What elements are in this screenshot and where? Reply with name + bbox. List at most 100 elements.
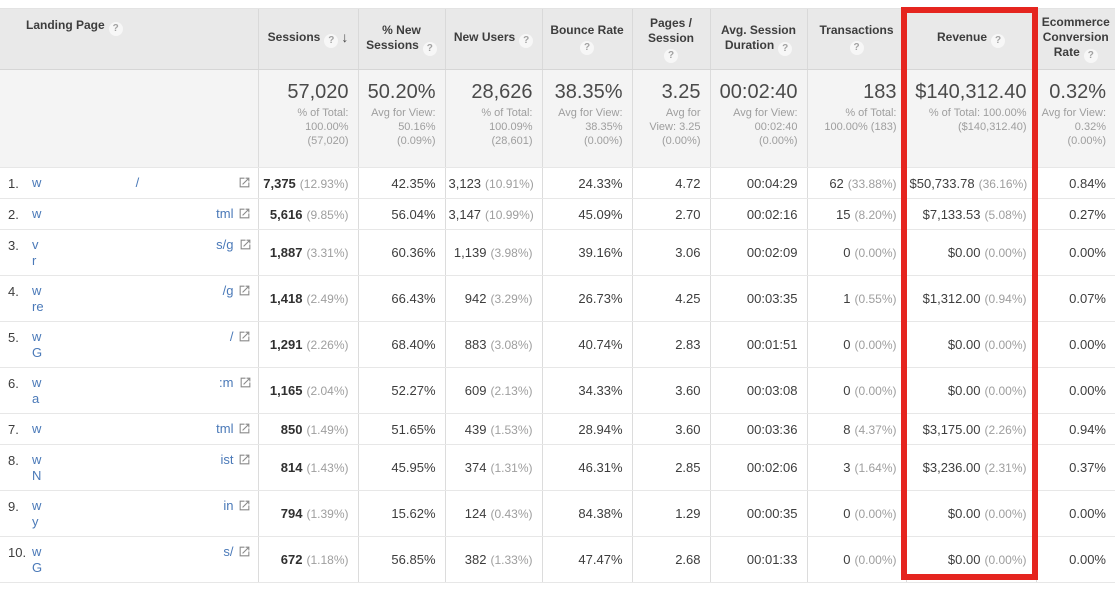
landing-page-link-line2[interactable]: G bbox=[32, 560, 43, 575]
column-label-new-users: New Users bbox=[453, 30, 516, 44]
help-icon[interactable]: ? bbox=[664, 48, 678, 63]
landing-page-link[interactable]: v bbox=[32, 237, 39, 252]
help-icon[interactable]: ? bbox=[991, 34, 1006, 48]
landing-page-link-fragment[interactable]: / bbox=[135, 175, 140, 190]
new-users-percent: (0.43%) bbox=[490, 507, 533, 521]
new-users-percent: (3.29%) bbox=[490, 292, 533, 306]
open-in-new-icon[interactable] bbox=[238, 207, 251, 220]
transactions-value: 1 bbox=[843, 291, 851, 306]
column-label-sessions: Sessions bbox=[267, 30, 321, 44]
open-in-new-icon[interactable] bbox=[238, 453, 251, 466]
landing-page-link-fragment[interactable]: ist bbox=[220, 452, 234, 467]
sessions-value: 814 bbox=[280, 460, 303, 475]
transactions-value: 0 bbox=[843, 337, 851, 352]
ecommerce-conversion-rate-cell: 0.84% bbox=[1035, 167, 1115, 199]
open-in-new-icon[interactable] bbox=[238, 176, 251, 189]
column-header-avg-session-duration[interactable]: Avg. Session Duration? bbox=[709, 8, 807, 70]
column-header-bounce-rate[interactable]: Bounce Rate? bbox=[541, 8, 632, 70]
sessions-cell: 7,375 (12.93%) bbox=[257, 167, 358, 199]
sessions-value: 672 bbox=[280, 552, 303, 567]
landing-page-link-fragment[interactable]: s/g bbox=[216, 237, 234, 252]
transactions-percent: (33.88%) bbox=[847, 176, 897, 191]
help-icon[interactable]: ? bbox=[422, 41, 437, 56]
column-header-sessions[interactable]: Sessions? ↓ bbox=[257, 8, 358, 70]
transactions-percent: (0.00%) bbox=[854, 507, 897, 521]
column-header-revenue[interactable]: Revenue? bbox=[905, 8, 1036, 70]
summary-new-sessions: 50.20% Avg for View: 50.16% (0.09%) bbox=[357, 69, 445, 168]
landing-page-link[interactable]: w bbox=[32, 544, 42, 559]
landing-page-link-fragment[interactable]: / bbox=[229, 329, 234, 344]
landing-page-link-fragment[interactable]: :m bbox=[219, 375, 234, 390]
sessions-percent: (1.49%) bbox=[306, 422, 349, 437]
help-icon[interactable]: ? bbox=[108, 22, 123, 36]
column-header-ecommerce-conversion-rate[interactable]: Ecommerce Conversion Rate? bbox=[1035, 8, 1115, 70]
landing-page-link[interactable]: w bbox=[32, 283, 42, 298]
pages-session-cell: 3.60 bbox=[631, 413, 710, 445]
table-row: 6. w :m a bbox=[0, 367, 1115, 414]
transactions-value: 62 bbox=[829, 175, 844, 191]
ecommerce-conversion-rate-value: 0.00% bbox=[1069, 383, 1106, 398]
open-in-new-icon[interactable] bbox=[239, 376, 252, 389]
landing-page-link[interactable]: w bbox=[32, 421, 42, 436]
help-icon[interactable]: ? bbox=[849, 41, 864, 55]
new-sessions-cell: 56.04% bbox=[357, 198, 445, 230]
landing-page-link-line2[interactable]: N bbox=[32, 468, 42, 483]
open-in-new-icon[interactable] bbox=[239, 238, 252, 251]
column-header-transactions[interactable]: Transactions? bbox=[806, 8, 906, 70]
landing-page-link[interactable]: w bbox=[32, 175, 42, 190]
row-index: 1. bbox=[8, 176, 19, 191]
open-in-new-icon[interactable] bbox=[238, 422, 251, 435]
landing-page-link[interactable]: w bbox=[32, 452, 42, 467]
landing-page-link[interactable]: w bbox=[32, 206, 42, 221]
new-users-cell: 3,123 (10.91%) bbox=[444, 167, 542, 199]
landing-page-link-fragment[interactable]: in bbox=[223, 498, 234, 513]
column-header-pages-session[interactable]: Pages / Session? bbox=[631, 8, 710, 70]
help-icon[interactable]: ? bbox=[778, 41, 793, 56]
bounce-rate-cell: 24.33% bbox=[541, 167, 632, 199]
transactions-cell: 8 (4.37%) bbox=[806, 413, 906, 445]
landing-page-link-line2[interactable]: r bbox=[32, 253, 37, 268]
column-header-new-sessions[interactable]: % New Sessions? bbox=[357, 8, 445, 70]
landing-page-link-fragment[interactable]: s/ bbox=[223, 544, 234, 559]
landing-page-cell: 4. w /g re bbox=[0, 275, 258, 322]
avg-session-duration-value: 00:00:35 bbox=[746, 506, 798, 521]
landing-page-link-line2[interactable]: y bbox=[32, 514, 39, 529]
landing-page-link-fragment[interactable]: /g bbox=[222, 283, 234, 298]
help-icon[interactable]: ? bbox=[519, 34, 534, 48]
help-icon[interactable]: ? bbox=[580, 41, 594, 55]
new-sessions-value: 45.95% bbox=[391, 460, 436, 475]
help-icon[interactable]: ? bbox=[1083, 49, 1098, 63]
open-in-new-icon[interactable] bbox=[238, 284, 251, 297]
sort-descending-icon[interactable]: ↓ bbox=[341, 29, 349, 45]
landing-page-link-line2[interactable]: G bbox=[32, 345, 43, 360]
open-in-new-icon[interactable] bbox=[238, 499, 251, 512]
landing-page-link-line2[interactable]: re bbox=[32, 299, 44, 314]
revenue-cell: $3,236.00 (2.31%) bbox=[905, 444, 1036, 491]
transactions-cell: 3 (1.64%) bbox=[806, 444, 906, 491]
column-header-landing-page[interactable]: Landing Page? bbox=[0, 8, 258, 70]
landing-page-link-fragment[interactable]: tml bbox=[216, 421, 234, 436]
landing-page-report-table: Landing Page? Sessions? ↓ % New Sessions?… bbox=[0, 7, 1115, 583]
open-in-new-icon[interactable] bbox=[238, 330, 251, 343]
column-header-new-users[interactable]: New Users? bbox=[444, 8, 542, 70]
sessions-cell: 5,616 (9.85%) bbox=[257, 198, 358, 230]
sessions-value: 5,616 bbox=[269, 206, 303, 222]
row-index: 3. bbox=[8, 238, 19, 253]
landing-page-link[interactable]: w bbox=[32, 375, 42, 390]
landing-page-link[interactable]: w bbox=[32, 329, 42, 344]
landing-page-link-fragment[interactable]: tml bbox=[216, 206, 234, 221]
avg-session-duration-value: 00:03:35 bbox=[746, 291, 798, 306]
sessions-cell: 1,887 (3.31%) bbox=[257, 229, 358, 276]
sessions-percent: (1.39%) bbox=[306, 507, 349, 521]
sessions-cell: 814 (1.43%) bbox=[257, 444, 358, 491]
summary-value: $140,312.40 bbox=[915, 81, 1027, 103]
new-sessions-value: 15.62% bbox=[391, 506, 436, 521]
summary-ecommerce-conversion-rate: 0.32% Avg for View: 0.32% (0.00%) bbox=[1035, 69, 1115, 168]
landing-page-link-line2[interactable]: a bbox=[32, 391, 40, 406]
bounce-rate-cell: 46.31% bbox=[541, 444, 632, 491]
new-users-value: 883 bbox=[464, 337, 487, 352]
summary-value: 28,626 bbox=[471, 81, 533, 103]
help-icon[interactable]: ? bbox=[324, 34, 339, 48]
open-in-new-icon[interactable] bbox=[238, 545, 251, 558]
landing-page-link[interactable]: w bbox=[32, 498, 42, 513]
